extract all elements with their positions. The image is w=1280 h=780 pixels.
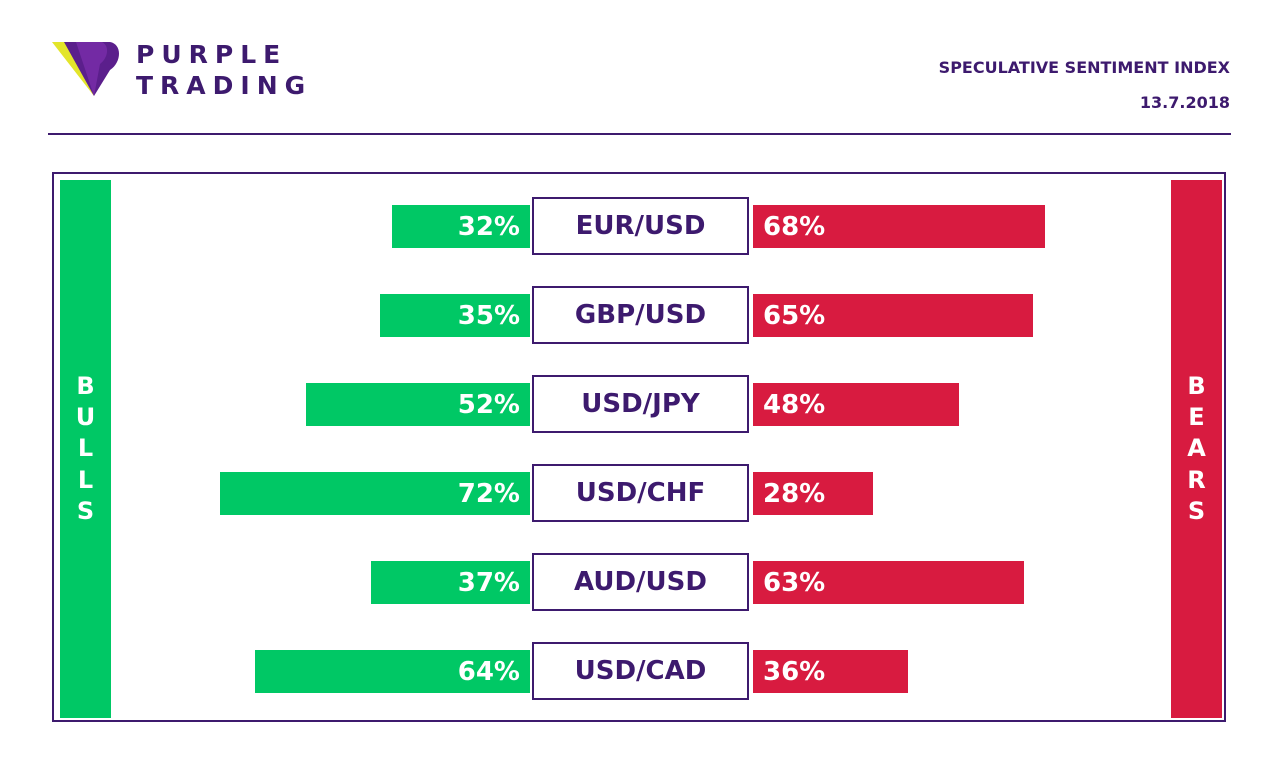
bulls-bar: 32%	[392, 205, 530, 248]
page-title: SPECULATIVE SENTIMENT INDEX	[938, 58, 1230, 77]
bulls-bar: 72%	[220, 472, 530, 515]
header-divider	[48, 133, 1231, 135]
bulls-bar: 37%	[370, 561, 530, 604]
bears-bar: 68%	[753, 205, 1046, 248]
bears-bar: 28%	[753, 472, 874, 515]
bears-bar: 65%	[753, 294, 1033, 337]
chart-row: 52% USD/JPY 48%	[0, 375, 1280, 435]
currency-pair-label: AUD/USD	[532, 553, 749, 611]
currency-pair-label: EUR/USD	[532, 197, 749, 255]
currency-pair-label: GBP/USD	[532, 286, 749, 344]
chart-row: 64% USD/CAD 36%	[0, 642, 1280, 702]
bears-bar: 48%	[753, 383, 960, 426]
purple-trading-logo	[52, 42, 119, 96]
bulls-bar: 35%	[379, 294, 530, 337]
currency-pair-label: USD/CHF	[532, 464, 749, 522]
bears-bar: 36%	[753, 650, 908, 693]
currency-pair-label: USD/CAD	[532, 642, 749, 700]
bears-bar: 63%	[753, 561, 1024, 604]
currency-pair-label: USD/JPY	[532, 375, 749, 433]
brand-name-line1: PURPLE	[136, 40, 288, 69]
chart-row: 37% AUD/USD 63%	[0, 553, 1280, 613]
report-date: 13.7.2018	[1139, 93, 1230, 112]
chart-frame	[52, 172, 1226, 722]
brand-name-line2: TRADING	[136, 71, 313, 100]
bulls-bar: 64%	[254, 650, 530, 693]
chart-row: 72% USD/CHF 28%	[0, 464, 1280, 524]
chart-row: 35% GBP/USD 65%	[0, 286, 1280, 346]
bulls-bar: 52%	[306, 383, 530, 426]
chart-row: 32% EUR/USD 68%	[0, 197, 1280, 257]
